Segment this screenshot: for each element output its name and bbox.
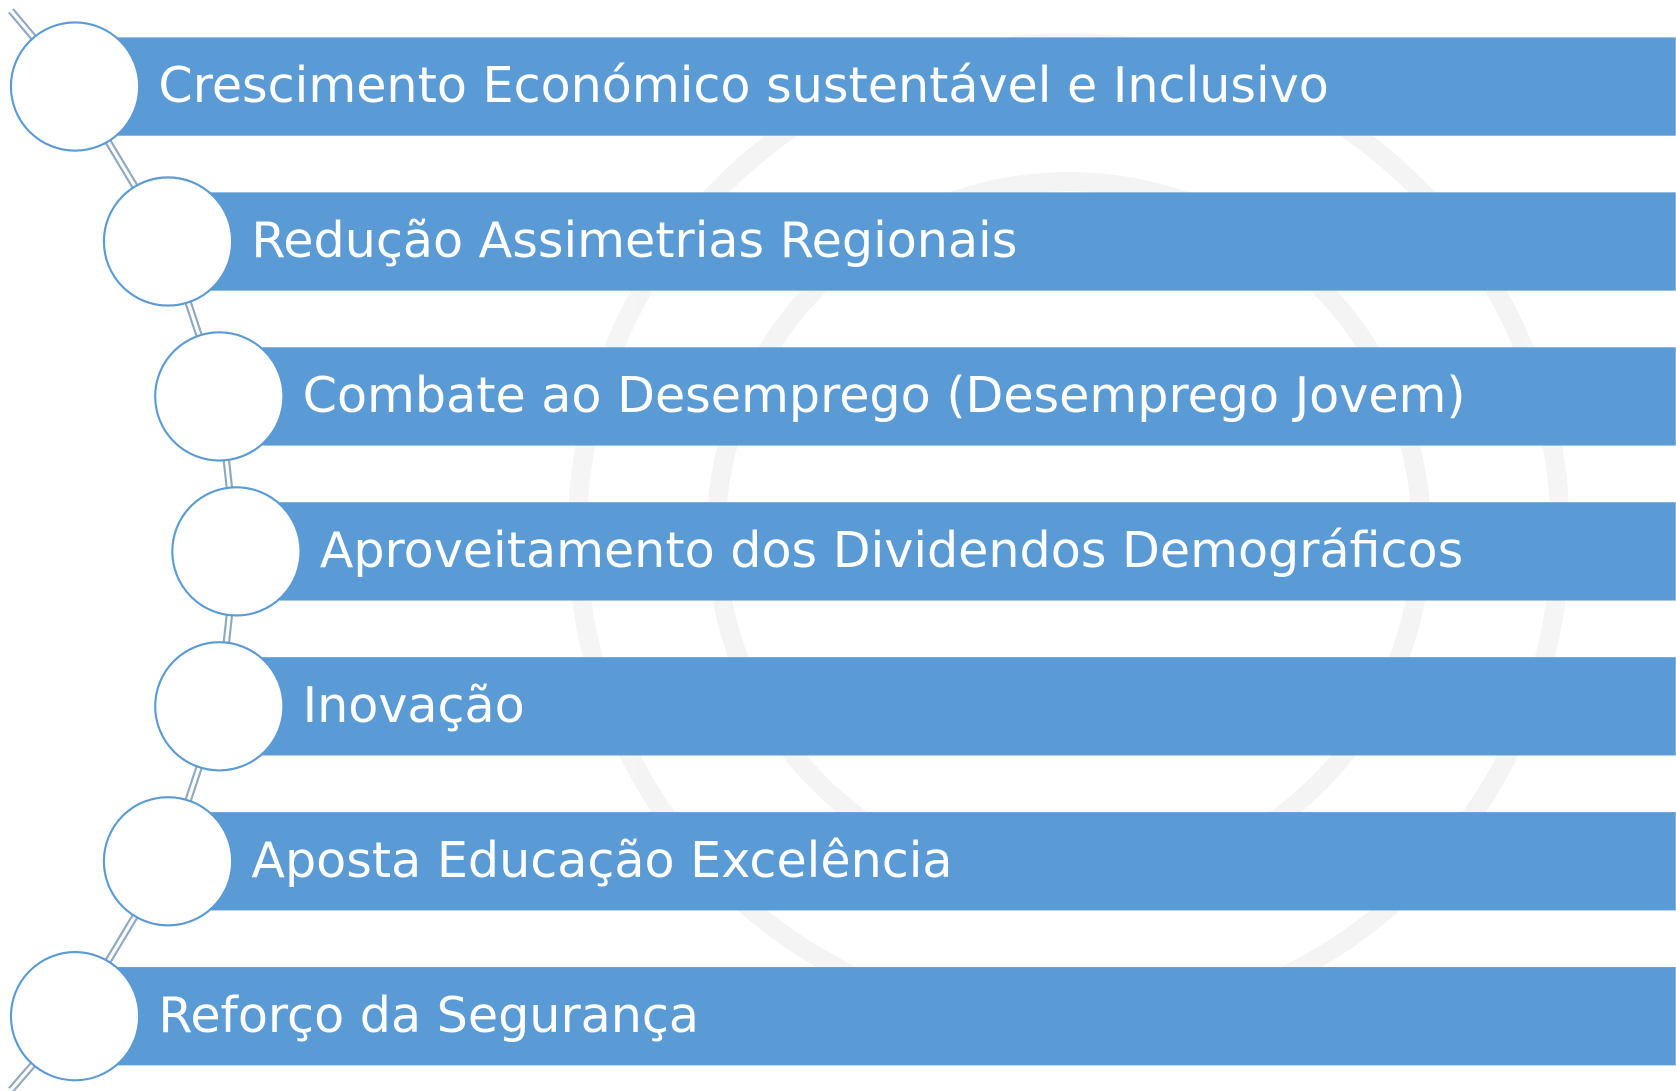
bar: [168, 192, 1676, 291]
node-circle: [102, 796, 234, 927]
item-label: Combate ao Desemprego (Desemprego Jovem): [303, 366, 1466, 424]
node-circle: [154, 331, 285, 462]
item-label: Reforço da Segurança: [158, 986, 699, 1044]
item-label: Aproveitamento dos Dividendos Demográfic…: [320, 521, 1463, 579]
bar: [236, 502, 1676, 601]
node-circle: [102, 176, 234, 307]
rows: Crescimento Económico sustentável e Incl…: [9, 21, 1676, 1082]
item-label: Crescimento Económico sustentável e Incl…: [158, 56, 1328, 114]
bar: [75, 967, 1676, 1066]
bar: [75, 37, 1676, 136]
item-label: Aposta Educação Excelência: [251, 831, 952, 889]
item-label: Redução Assimetrias Regionais: [251, 211, 1017, 269]
node-circle: [154, 641, 285, 772]
bar: [219, 657, 1676, 756]
node-circle: [9, 21, 141, 152]
bar: [219, 347, 1676, 446]
item-label: Inovação: [303, 676, 525, 734]
node-circle: [171, 486, 302, 617]
bar: [168, 812, 1676, 911]
node-circle: [9, 951, 141, 1082]
